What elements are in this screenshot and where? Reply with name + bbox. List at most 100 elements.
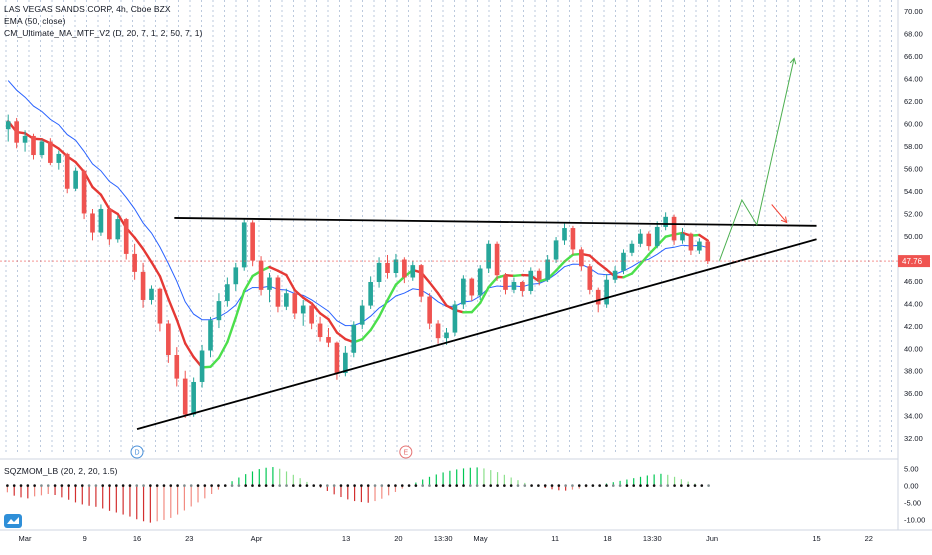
squeeze-dot — [333, 484, 336, 487]
squeeze-dot — [387, 484, 390, 487]
squeeze-dot — [680, 484, 683, 487]
price-axis-tick: 44.00 — [904, 299, 923, 308]
support-trendline[interactable] — [137, 239, 817, 429]
ultimate-ma-segment — [168, 299, 176, 320]
candle-body — [233, 267, 238, 284]
squeeze-dot — [476, 484, 479, 487]
price-axis-tick: 62.00 — [904, 97, 923, 106]
squeeze-dot — [81, 484, 84, 487]
candle-body — [705, 242, 710, 262]
squeeze-dot — [285, 484, 288, 487]
symbol-legend[interactable]: LAS VEGAS SANDS CORP, 4h, Cboe BZX — [4, 4, 171, 14]
squeeze-dot — [483, 484, 486, 487]
price-axis-tick: 58.00 — [904, 142, 923, 151]
ultimate-ma-segment — [565, 255, 573, 262]
squeeze-dot — [299, 484, 302, 487]
squeeze-dot — [639, 484, 642, 487]
ultimate-ma-segment — [227, 318, 235, 343]
price-axis-tick: 32.00 — [904, 434, 923, 443]
ultimate-ma-segment — [185, 343, 193, 357]
candle-body — [124, 219, 129, 254]
candle-body — [301, 306, 306, 314]
candle-body — [596, 290, 601, 305]
candle-body — [385, 263, 390, 273]
squeeze-dot — [74, 484, 77, 487]
candle-body — [276, 277, 281, 306]
squeeze-dot — [278, 484, 281, 487]
candle-body — [436, 324, 441, 339]
squeeze-dot — [551, 484, 554, 487]
squeeze-dot — [251, 484, 254, 487]
candle-body — [326, 337, 331, 343]
candle-body — [115, 219, 120, 239]
squeeze-dot — [415, 484, 418, 487]
ultimate-ma-segment — [320, 313, 328, 319]
candle-body — [646, 234, 651, 246]
ultimate-ma-segment — [211, 358, 219, 367]
time-axis-tick: 16 — [133, 534, 141, 543]
candle-body — [689, 234, 694, 251]
momentum-axis-tick: 0.00 — [904, 482, 919, 491]
momentum-axis-tick: -10.00 — [904, 515, 925, 524]
price-axis-tick: 42.00 — [904, 322, 923, 331]
squeeze-dot — [449, 484, 452, 487]
squeeze-dot — [265, 484, 268, 487]
time-axis-tick: 23 — [185, 534, 193, 543]
squeeze-dot — [54, 484, 57, 487]
candle-body — [427, 297, 432, 324]
squeeze-dot — [408, 484, 411, 487]
squeeze-dot — [496, 484, 499, 487]
squeeze-dot — [238, 484, 241, 487]
squeeze-dot — [673, 484, 676, 487]
candle-body — [82, 171, 87, 214]
ultimate-ma-segment — [329, 319, 337, 332]
candle-body — [486, 244, 491, 269]
squeeze-dot — [455, 484, 458, 487]
time-axis-tick: 11 — [551, 534, 559, 543]
candle-body — [587, 266, 592, 290]
squeeze-dot — [272, 484, 275, 487]
candle-body — [351, 325, 356, 353]
ultimate-ma-segment — [514, 275, 522, 276]
squeeze-dot — [33, 484, 36, 487]
candle-body — [200, 351, 205, 382]
candle-body — [208, 320, 213, 350]
tradingview-logo-icon[interactable] — [4, 514, 22, 528]
candle-body — [259, 261, 264, 290]
candle-body — [621, 253, 626, 271]
candle-body — [174, 355, 179, 379]
sqzmom-legend[interactable]: SQZMOM_LB (20, 2, 20, 1.5) — [4, 466, 118, 476]
squeeze-dot — [108, 484, 111, 487]
squeeze-dot — [421, 484, 424, 487]
squeeze-dot — [469, 484, 472, 487]
squeeze-dot — [61, 484, 64, 487]
squeeze-dot — [503, 484, 506, 487]
squeeze-dot — [537, 484, 540, 487]
time-axis-tick: 13:30 — [643, 534, 662, 543]
squeeze-dot — [592, 484, 595, 487]
squeeze-dot — [40, 484, 43, 487]
ma-legend[interactable]: CM_Ultimate_MA_MTF_V2 (D, 20, 7, 1, 2, 5… — [4, 28, 202, 38]
candle-body — [571, 228, 576, 249]
candle-body — [697, 242, 702, 251]
price-axis-tick: 70.00 — [904, 7, 923, 16]
ema-legend[interactable]: EMA (50, close) — [4, 16, 66, 26]
time-axis-tick: 9 — [83, 534, 87, 543]
squeeze-dot — [517, 484, 520, 487]
candle-body — [495, 244, 500, 275]
momentum-axis-tick: -5.00 — [904, 498, 921, 507]
price-axis-tick: 34.00 — [904, 412, 923, 421]
squeeze-dot — [27, 484, 30, 487]
projection-up-arrow[interactable] — [720, 58, 795, 260]
candle-body — [520, 282, 525, 291]
projection-down-arrow[interactable] — [772, 205, 787, 223]
ultimate-ma-segment — [303, 298, 311, 304]
squeeze-dot — [619, 484, 622, 487]
candle-body — [394, 260, 399, 273]
squeeze-dot — [135, 484, 138, 487]
ema-50-line — [8, 81, 708, 326]
squeeze-dot — [122, 484, 125, 487]
squeeze-dot — [231, 484, 234, 487]
squeeze-dot — [530, 484, 533, 487]
